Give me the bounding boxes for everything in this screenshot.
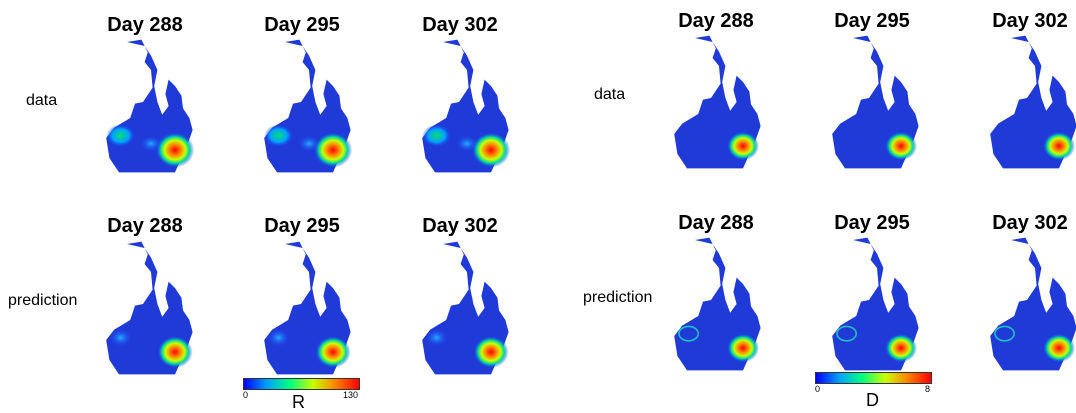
map-day288-prediction [106, 241, 193, 375]
title-day295-prediction: Day 295 [264, 215, 340, 237]
row-label-prediction: prediction [8, 292, 78, 309]
map-right-day302-prediction [990, 237, 1076, 371]
map-right-day295-prediction [832, 237, 919, 371]
map-day288-data [106, 39, 195, 173]
map-right-day302-data [990, 35, 1076, 169]
title-day288-prediction: Day 288 [107, 215, 183, 237]
map-day302-data [422, 39, 511, 173]
title-right-day295-prediction: Day 295 [834, 212, 910, 234]
title-day288-data: Day 288 [107, 14, 183, 36]
colorbar-d [815, 372, 932, 384]
map-right-day295-data [832, 35, 919, 169]
title-day295-data: Day 295 [264, 14, 340, 36]
map-day295-data [264, 39, 353, 173]
title-right-day295-data: Day 295 [834, 10, 910, 32]
title-day302-data: Day 302 [422, 14, 498, 36]
colorbar-r-min: 0 [243, 390, 249, 400]
title-right-day302-data: Day 302 [992, 10, 1068, 32]
colorbar-r [243, 378, 360, 390]
colorbar-r-label: R [292, 392, 305, 412]
title-right-day288-prediction: Day 288 [678, 212, 754, 234]
title-day302-prediction: Day 302 [422, 215, 498, 237]
map-day295-prediction [264, 241, 351, 375]
colorbar-r-max: 130 [343, 390, 359, 400]
title-right-day302-prediction: Day 302 [992, 212, 1068, 234]
colorbar-d-max: 8 [925, 384, 931, 394]
title-right-day288-data: Day 288 [678, 10, 754, 32]
map-day302-prediction [422, 241, 509, 375]
colorbar-d-label: D [866, 390, 879, 410]
row-label-right-prediction: prediction [583, 289, 653, 306]
map-right-day288-data [674, 35, 761, 169]
map-right-day288-prediction [674, 237, 761, 371]
colorbar-d-min: 0 [815, 384, 821, 394]
row-label-data: data [26, 92, 58, 109]
row-label-right-data: data [594, 86, 626, 103]
